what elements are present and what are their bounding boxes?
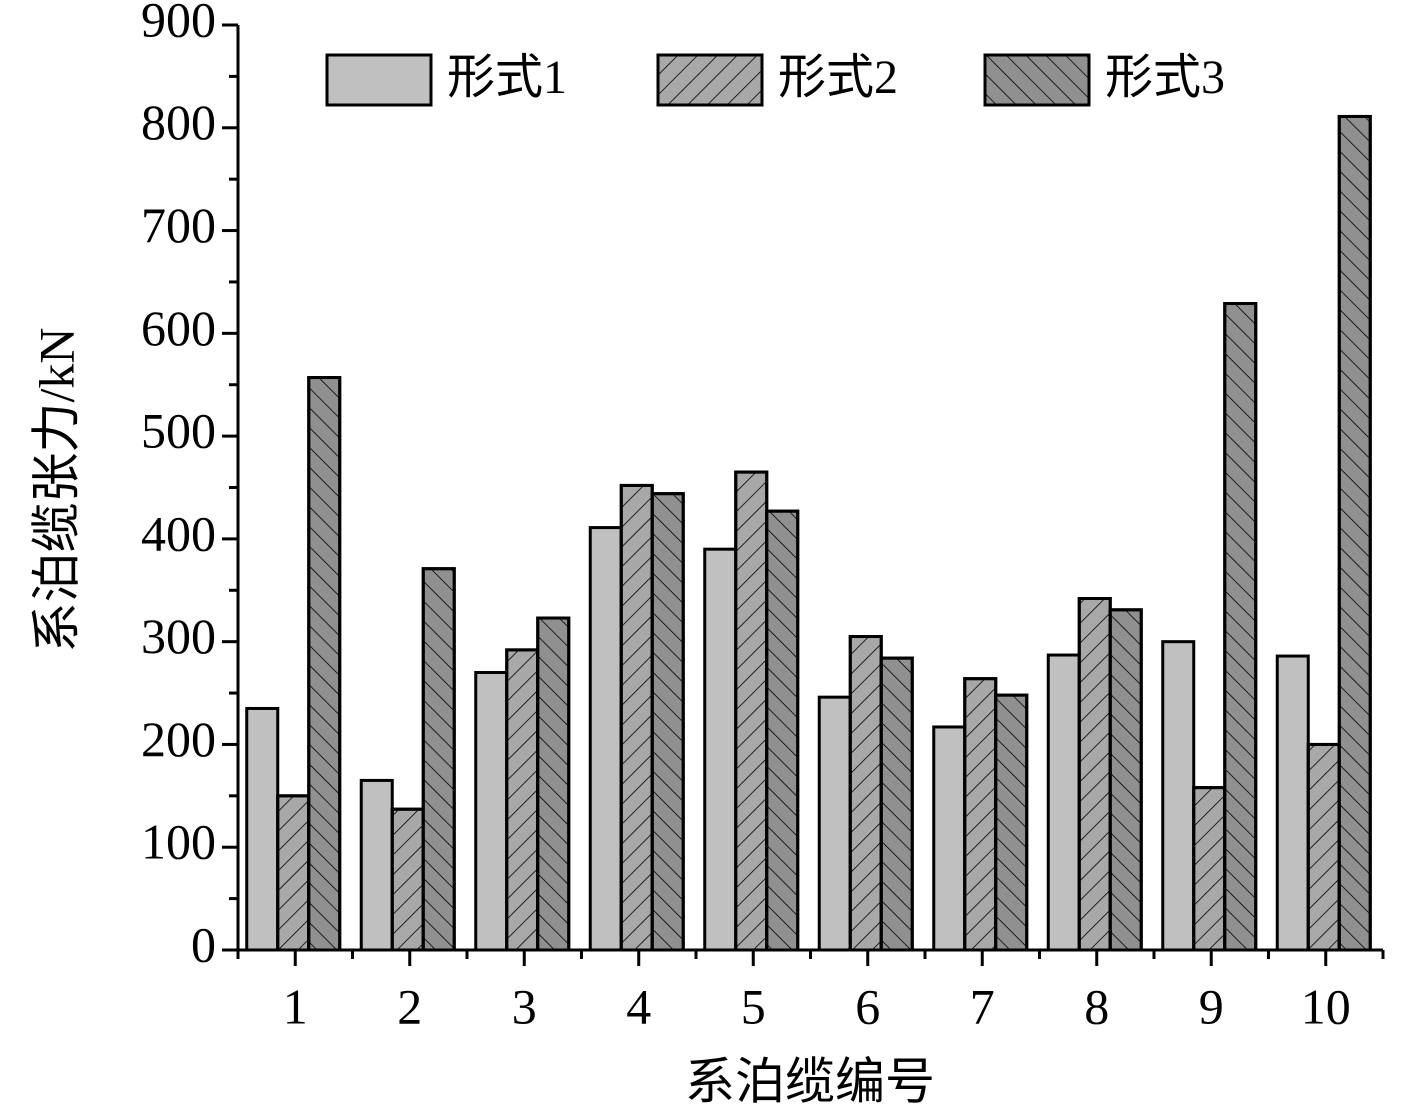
x-tick-label: 4 bbox=[626, 978, 651, 1034]
y-axis-label: 系泊缆张力/kN bbox=[28, 328, 84, 653]
y-tick-label: 600 bbox=[141, 300, 216, 356]
legend-label: 形式3 bbox=[1105, 51, 1225, 104]
bar-hatch bbox=[848, 635, 883, 952]
bar bbox=[245, 706, 280, 952]
bar-hatch bbox=[1223, 302, 1258, 952]
y-tick-label: 400 bbox=[141, 505, 216, 561]
x-tick-label: 10 bbox=[1301, 978, 1351, 1034]
x-tick-label: 8 bbox=[1084, 978, 1109, 1034]
x-tick-label: 9 bbox=[1199, 978, 1224, 1034]
bar-hatch bbox=[1337, 114, 1372, 952]
bar-hatch bbox=[536, 616, 571, 952]
x-tick-label: 3 bbox=[512, 978, 537, 1034]
bar-hatch bbox=[963, 677, 998, 952]
y-tick-label: 900 bbox=[141, 0, 216, 47]
y-tick-label: 100 bbox=[141, 814, 216, 870]
y-tick-label: 500 bbox=[141, 403, 216, 459]
y-tick-label: 800 bbox=[141, 94, 216, 150]
legend-label: 形式2 bbox=[778, 51, 898, 104]
bar-hatch bbox=[307, 376, 342, 952]
bar-hatch bbox=[1077, 597, 1112, 952]
bar bbox=[474, 671, 509, 952]
x-tick-label: 1 bbox=[283, 978, 308, 1034]
bar-hatch bbox=[879, 656, 914, 952]
x-tick-label: 7 bbox=[970, 978, 995, 1034]
bar-hatch bbox=[994, 693, 1029, 952]
bar-hatch bbox=[765, 509, 800, 952]
bar-hatch bbox=[1306, 742, 1341, 952]
x-axis-label: 系泊缆编号 bbox=[685, 1053, 935, 1109]
y-tick-label: 200 bbox=[141, 711, 216, 767]
bar bbox=[1161, 640, 1196, 952]
bar bbox=[703, 547, 738, 952]
bar bbox=[1046, 653, 1081, 952]
legend-swatch-hatch bbox=[983, 53, 1091, 107]
bar-hatch bbox=[1192, 786, 1227, 952]
legend-swatch-hatch bbox=[656, 53, 764, 107]
bar-hatch bbox=[650, 492, 685, 952]
bar bbox=[588, 526, 623, 952]
y-tick-label: 300 bbox=[141, 608, 216, 664]
bar-hatch bbox=[421, 567, 456, 952]
y-tick-label: 700 bbox=[141, 197, 216, 253]
x-tick-label: 5 bbox=[741, 978, 766, 1034]
bar-hatch bbox=[390, 807, 425, 952]
bar-hatch bbox=[734, 470, 769, 952]
bar-hatch bbox=[276, 794, 311, 952]
bar bbox=[1275, 654, 1310, 952]
legend-swatch bbox=[325, 53, 433, 107]
bar-hatch bbox=[1108, 608, 1143, 952]
bar-hatch bbox=[619, 483, 654, 952]
y-tick-label: 0 bbox=[191, 916, 216, 972]
bar-hatch bbox=[505, 648, 540, 952]
x-tick-label: 6 bbox=[855, 978, 880, 1034]
bar bbox=[932, 725, 967, 952]
legend-label: 形式1 bbox=[447, 51, 567, 104]
bar bbox=[359, 778, 394, 952]
bar bbox=[817, 695, 852, 952]
x-tick-label: 2 bbox=[397, 978, 422, 1034]
